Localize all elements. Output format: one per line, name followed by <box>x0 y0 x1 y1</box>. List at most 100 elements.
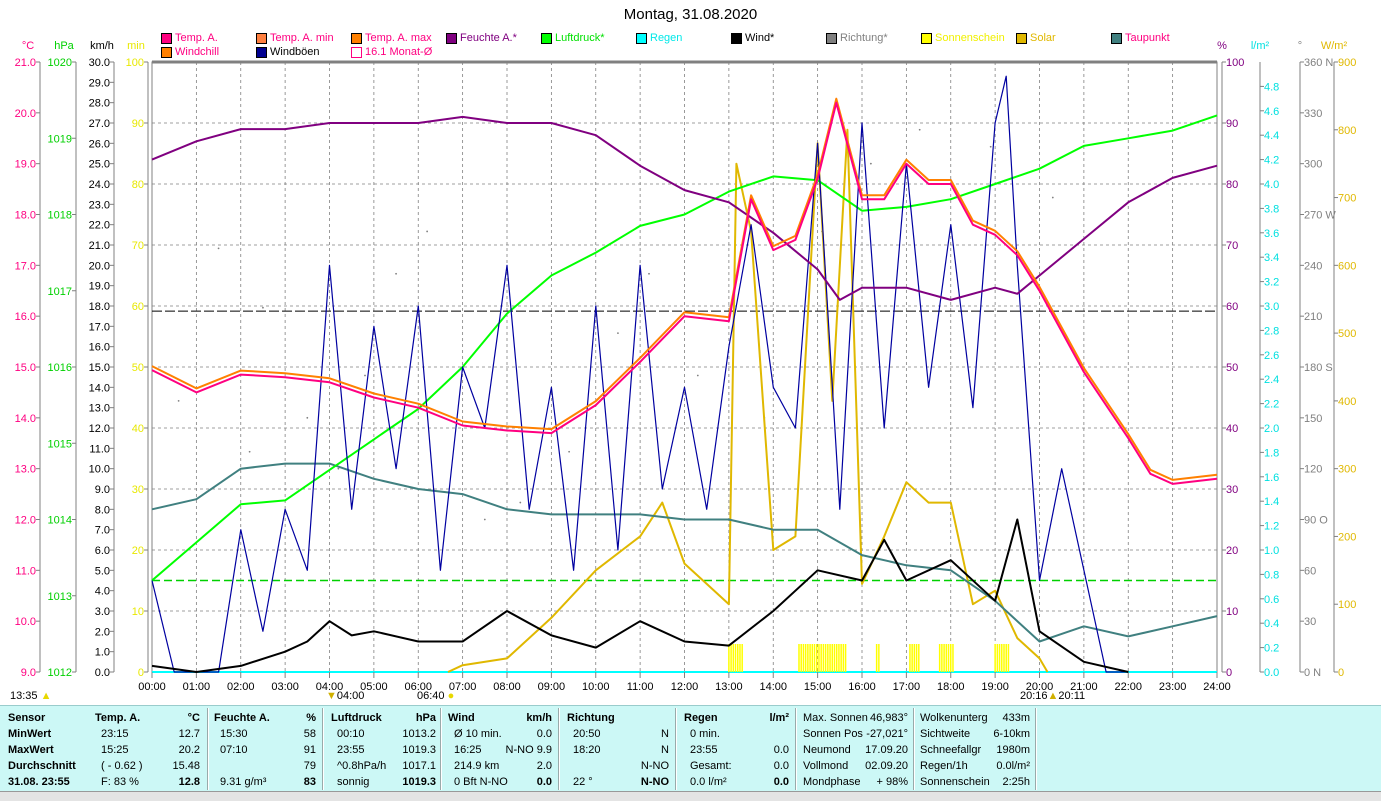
legend-label: Temp. A. <box>175 32 218 44</box>
legend-label: Taupunkt <box>1125 32 1170 44</box>
axis-tick-label: 200 <box>1338 531 1356 543</box>
legend-swatch <box>731 32 742 44</box>
axis-tick-label: 4.0 <box>1264 179 1279 191</box>
legend-item: Windböen <box>256 46 320 58</box>
status-bar <box>0 791 1381 801</box>
axis-tick-label: 10 <box>132 606 144 618</box>
column-divider <box>322 708 324 790</box>
table-cell: 07:10 <box>220 744 248 756</box>
x-tick-label: 24:00 <box>1203 681 1231 693</box>
x-tick-label: 06:00 <box>404 681 432 693</box>
x-tick-label: 14:00 <box>759 681 787 693</box>
axis-tick-label: 1.2 <box>1264 521 1279 533</box>
series-wind <box>151 518 1129 673</box>
axis-tick-label: 30.0 <box>89 57 110 69</box>
table-cell: 15.48 <box>172 760 200 772</box>
table-cell: Feuchte A. <box>214 712 270 724</box>
axis-tick-label: 1.4 <box>1264 496 1279 508</box>
axis-tick-label: 14.0 <box>89 382 110 394</box>
axis-tick-label: 21.0 <box>15 57 36 69</box>
x-tick-label: 04:00 <box>316 681 344 693</box>
axis-tick-label: 3.2 <box>1264 277 1279 289</box>
axis-tick-label: 1.0 <box>1264 545 1279 557</box>
axis-unit-label: W/m² <box>1321 40 1348 52</box>
legend-item: Temp. A. max <box>351 32 432 44</box>
table-cell: 0.0 <box>536 776 552 788</box>
table-cell: 1980m <box>996 744 1030 756</box>
axis-tick-label: 4.4 <box>1264 130 1279 142</box>
table-cell: Max. Sonnen <box>803 712 868 724</box>
stats-table: Sensor MinWert MaxWert Durchschnitt 31.08. 2… <box>0 705 1381 792</box>
table-cell: Sonnenschein <box>920 776 990 788</box>
table-cell: 12.7 <box>178 728 200 740</box>
legend-swatch <box>541 32 552 44</box>
table-cell: Regen/1h <box>920 760 968 772</box>
axis-tick-label: 90 O <box>1304 515 1328 527</box>
axis-tick-label: 27.0 <box>89 118 110 130</box>
table-cell: + 98% <box>876 776 909 788</box>
axis-tick-label: 40 <box>132 423 144 435</box>
legend-label: Regen <box>650 32 683 44</box>
axis-tick-label: 80 <box>132 179 144 191</box>
legend-swatch <box>1016 32 1027 44</box>
weather-chart: 00:00 01:00 02:00 03:00 04:00 05:00 06:00 07:00… <box>15 40 1357 693</box>
chart-title: Montag, 31.08.2020 <box>623 6 758 23</box>
table-cell: 18:20 <box>573 744 601 756</box>
axis-rain: l/m² 0.0 0.2 0.4 0.6 0.8 1.0 1.2 1.4 1.6 1.8 2.0 2.2… <box>1251 40 1279 679</box>
axis-tick-label: 210 <box>1304 311 1322 323</box>
axis-tick-label: 16.0 <box>15 311 36 323</box>
axis-tick-label: 2.0 <box>1264 423 1279 435</box>
legend-label: Temp. A. min <box>270 32 334 44</box>
axis-tick-label: 19.0 <box>15 159 36 171</box>
axis-tick-label: 0.2 <box>1264 643 1279 655</box>
axis-tick-label: 330 <box>1304 108 1322 120</box>
axis-tick-label: 21.0 <box>89 240 110 252</box>
table-cell: 91 <box>303 744 316 756</box>
column-divider <box>913 708 915 790</box>
direction-point <box>568 450 571 453</box>
column-divider <box>440 708 442 790</box>
series-windb-en <box>151 75 1129 673</box>
table-cell: Schneefallgr <box>920 744 982 756</box>
axis-tick-label: 9.0 <box>95 484 110 496</box>
table-cell: 83 <box>303 776 316 788</box>
axis-unit-label: l/m² <box>1251 40 1270 52</box>
table-cell: 1019.3 <box>402 776 436 788</box>
axis-tick-label: 24.0 <box>89 179 110 191</box>
x-tick-label: 18:00 <box>937 681 965 693</box>
direction-point <box>648 272 650 275</box>
table-cell: 23:55 <box>690 744 718 756</box>
x-tick-label: 00:00 <box>138 681 166 693</box>
legend-item: Wind* <box>731 32 774 44</box>
axis-tick-label: 1019 <box>48 133 72 145</box>
axis-tick-label: 0 <box>1226 667 1232 679</box>
table-cell: Temp. A. <box>95 712 141 724</box>
table-cell: 214.9 km <box>454 760 500 772</box>
table-cell: 0.0 <box>773 760 789 772</box>
legend-swatch <box>1111 32 1122 44</box>
axis-tick-label: 50 <box>132 362 144 374</box>
axis-tick-label: 3.4 <box>1264 252 1279 264</box>
axis-press: hPa 1012 1013 1014 1015 1016 1017 1018 1019 1020 <box>48 40 77 679</box>
arrow-down-icon: ▼ <box>326 690 337 702</box>
axis-tick-label: 12.0 <box>15 515 36 527</box>
axis-tick-label: 10.0 <box>15 616 36 628</box>
x-tick-label: 09:00 <box>538 681 566 693</box>
table-cell: 0.0 l/m² <box>690 776 727 788</box>
axis-tick-label: 5.0 <box>95 565 110 577</box>
axis-tick-label: 2.0 <box>95 626 110 638</box>
x-tick-label: 15:00 <box>804 681 832 693</box>
table-cell: °C <box>187 712 200 724</box>
axis-tick-label: 1.8 <box>1264 447 1279 459</box>
table-cell: 2.0 <box>536 760 552 772</box>
axis-tick-label: 17.0 <box>89 321 110 333</box>
legend-label: Sonnenschein <box>935 32 1005 44</box>
axis-tick-label: 0.6 <box>1264 594 1279 606</box>
column-divider <box>207 708 209 790</box>
axis-tick-label: 1012 <box>48 667 72 679</box>
axis-unit-label: km/h <box>90 40 114 52</box>
column-divider <box>795 708 797 790</box>
legend-item: Taupunkt <box>1111 32 1170 44</box>
axis-tick-label: 80 <box>1226 179 1238 191</box>
axis-unit-label: ° <box>1298 40 1302 52</box>
